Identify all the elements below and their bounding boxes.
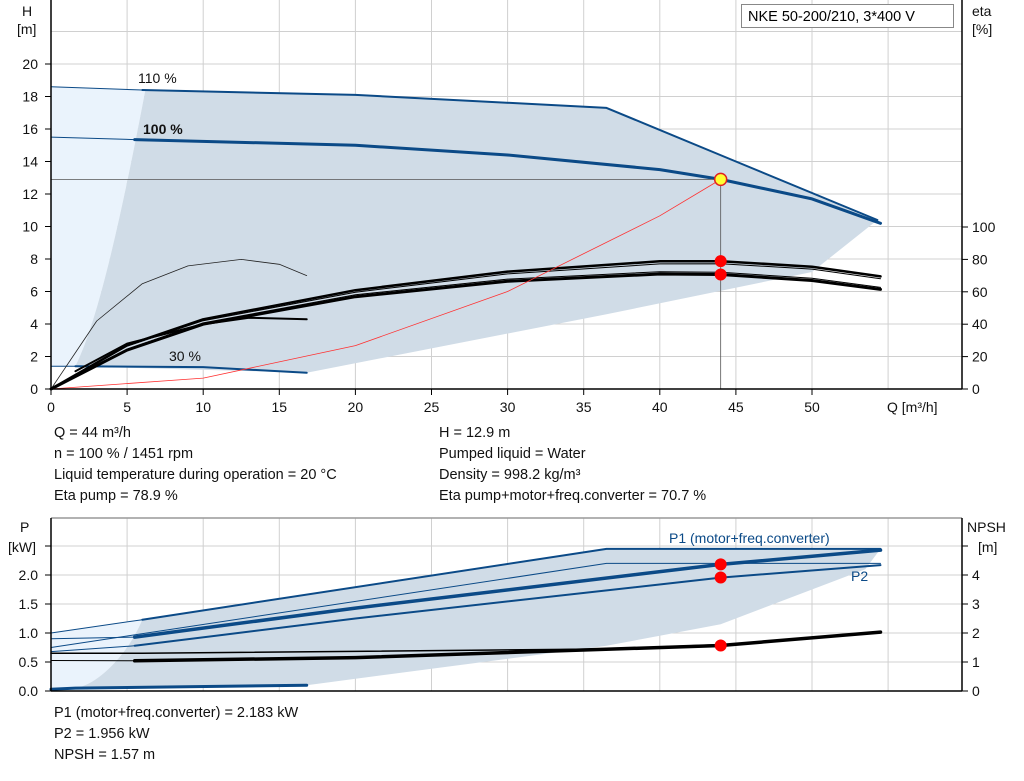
npsh-axis-unit: [m] (978, 539, 997, 555)
speed-label-110: 110 % (138, 70, 177, 86)
p1-curve-110 (141, 547, 882, 621)
y-axis-unit: [m] (17, 21, 36, 37)
y-tick-label: 8 (30, 251, 38, 267)
y-tick-label: 2 (30, 349, 38, 365)
info-top-right: H = 12.9 m Pumped liquid = Water Density… (439, 423, 706, 507)
eta-total-marker (714, 268, 727, 281)
y2-tick-label: 0 (972, 381, 980, 397)
y2-axis-label: eta (972, 3, 992, 19)
y-tick-label: 4 (30, 316, 38, 332)
x-tick-label: 0 (47, 399, 55, 415)
y2-tick-label: 100 (972, 219, 996, 235)
y2-axis-unit: [%] (972, 21, 992, 37)
y-tick-label: 20 (22, 56, 38, 72)
eta-pump-marker (714, 255, 727, 268)
p2-curve-110 (50, 562, 881, 648)
eta-curve-30 (50, 259, 308, 390)
p2-readout: P2 = 1.956 kW (54, 726, 150, 742)
pump-model-label: NKE 50-200/210, 3*400 V (741, 4, 954, 28)
p-tick-label: 0.0 (19, 683, 39, 699)
npsh-curve (132, 630, 883, 663)
info-top-left: Q = 44 m³/h n = 100 % / 1451 rpm Liquid … (54, 423, 337, 507)
eta-total-readout: Eta pump+motor+freq.converter = 70.7 % (439, 488, 707, 504)
p1-series-label: P1 (motor+freq.converter) (669, 530, 830, 546)
x-tick-label: 20 (348, 399, 364, 415)
x-tick-label: 35 (576, 399, 592, 415)
p-tick-label: 0.5 (19, 654, 39, 670)
p-tick-label: 1.0 (19, 625, 39, 641)
y2-tick-label: 20 (972, 349, 988, 365)
temperature-readout: Liquid temperature during operation = 20… (54, 467, 337, 483)
npsh-axis-label: NPSH (967, 519, 1006, 535)
speed-label-100: 100 % (143, 121, 183, 137)
x-tick-label: 5 (123, 399, 131, 415)
density-readout: Density = 998.2 kg/m³ (439, 467, 581, 483)
x-tick-label: 50 (804, 399, 820, 415)
y2-tick-label: 40 (972, 316, 988, 332)
head-curve-110 (141, 89, 879, 221)
npsh-marker (714, 639, 727, 652)
y-tick-label: 14 (22, 154, 38, 170)
npsh-tick-label: 2 (972, 625, 980, 641)
p2-curve-100-extension (50, 645, 136, 653)
p1-curve-100 (132, 548, 883, 639)
p1-curve-110-extension (50, 619, 143, 634)
x-tick-label: 10 (195, 399, 211, 415)
y-tick-label: 10 (22, 219, 38, 235)
eta-total-curve-thin (50, 271, 881, 390)
x-axis-label: Q [m³/h] (887, 399, 938, 415)
p1-readout: P1 (motor+freq.converter) = 2.183 kW (54, 705, 299, 721)
operating-point-marker (713, 172, 728, 187)
npsh-tick-label: 3 (972, 596, 980, 612)
p-tick-label: 1.5 (19, 596, 39, 612)
speed-label-30: 30 % (169, 348, 201, 364)
head-curve-100 (133, 138, 882, 225)
operating-region (75, 90, 878, 373)
p2-curve-100 (133, 564, 882, 647)
p1-marker (714, 558, 727, 571)
flow-readout: Q = 44 m³/h (54, 425, 131, 441)
y-tick-label: 6 (30, 284, 38, 300)
npsh-tick-label: 0 (972, 683, 980, 699)
head-curve-100-extension (50, 136, 136, 141)
x-tick-label: 30 (500, 399, 516, 415)
y-tick-label: 0 (30, 381, 38, 397)
x-tick-label: 40 (652, 399, 668, 415)
info-bottom: P1 (motor+freq.converter) = 2.183 kW P2 … (54, 703, 298, 766)
system-curve (50, 179, 722, 390)
p-tick-label: 2.0 (19, 567, 39, 583)
power-region (75, 548, 881, 689)
head-curve-110-extension (50, 86, 143, 91)
eta-pump-curve (49, 259, 882, 391)
head-curve-30 (74, 365, 308, 374)
npsh-tick-label: 1 (972, 654, 980, 670)
y-tick-label: 16 (22, 121, 38, 137)
speed-readout: n = 100 % / 1451 rpm (54, 446, 194, 462)
power-curve-30 (49, 683, 309, 691)
y2-tick-label: 80 (972, 251, 988, 267)
y-tick-label: 12 (22, 186, 38, 202)
eta-pump-curve-thin (50, 263, 881, 390)
y2-tick-label: 60 (972, 284, 988, 300)
p2-marker (714, 571, 727, 584)
eta-pump-readout: Eta pump = 78.9 % (54, 488, 178, 504)
npsh-tick-label: 4 (972, 567, 980, 583)
x-tick-label: 25 (424, 399, 440, 415)
x-tick-label: 45 (728, 399, 744, 415)
p1-curve-100-extension (50, 636, 136, 640)
operating-region-low-flow (51, 86, 146, 367)
liquid-readout: Pumped liquid = Water (439, 446, 586, 462)
p-axis-unit: [kW] (8, 539, 36, 555)
npsh-readout: NPSH = 1.57 m (54, 747, 156, 763)
y-tick-label: 18 (22, 89, 38, 105)
eta-total-curve (49, 272, 882, 391)
p-axis-label: P (20, 519, 29, 535)
y-axis-label: H (22, 3, 32, 19)
x-tick-label: 15 (272, 399, 288, 415)
p2-series-label: P2 (851, 568, 868, 584)
head-readout: H = 12.9 m (439, 425, 511, 441)
